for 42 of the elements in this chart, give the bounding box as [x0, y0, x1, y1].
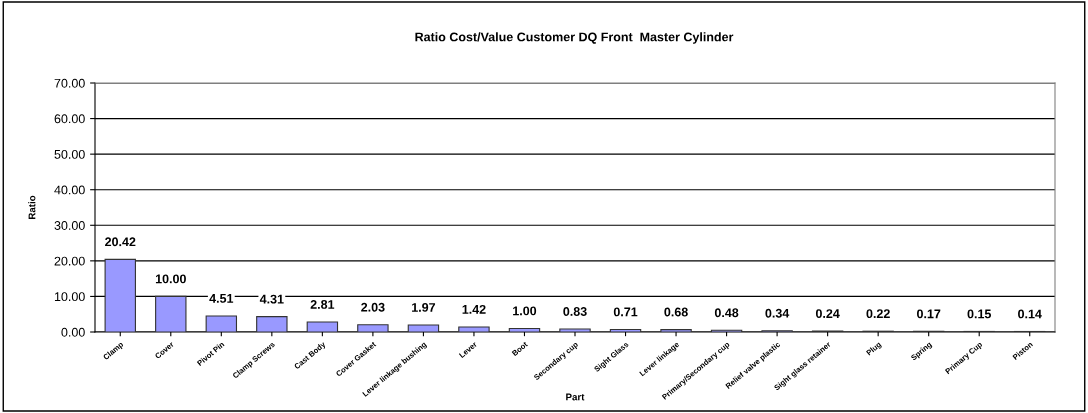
y-tick-label: 20.00 — [54, 256, 85, 266]
y-tick-label: 60.00 — [54, 114, 85, 124]
data-label: 0.68 — [664, 307, 688, 317]
data-label: 0.34 — [765, 308, 790, 318]
data-label: 0.24 — [815, 309, 840, 318]
bar — [256, 316, 288, 332]
data-label: 4.51 — [209, 294, 234, 303]
bar — [104, 258, 136, 332]
data-label: 4.31 — [259, 294, 284, 304]
bar — [357, 324, 389, 332]
bar — [155, 295, 187, 332]
y-axis-title: Ratio — [28, 195, 36, 219]
data-label: 1.97 — [412, 303, 436, 312]
bar — [609, 328, 642, 332]
y-tick-label: 10.00 — [54, 292, 85, 302]
bar — [306, 321, 339, 332]
data-label: 1.42 — [462, 304, 486, 314]
y-tick-label: 40.00 — [54, 185, 85, 195]
x-axis-title: Part — [566, 393, 585, 401]
data-label: 0.48 — [714, 308, 739, 318]
y-tick-label: 30.00 — [54, 221, 85, 230]
data-label: 2.81 — [310, 300, 335, 309]
data-label: 0.15 — [967, 309, 992, 319]
bar — [660, 329, 692, 332]
data-label: 2.03 — [361, 302, 385, 312]
y-tick-label: 50.00 — [54, 149, 85, 159]
data-label: 0.22 — [866, 309, 890, 319]
bar — [205, 315, 238, 332]
bar — [508, 327, 541, 332]
data-label: 1.00 — [513, 306, 537, 316]
chart-title: Ratio Cost/Value Customer DQ Front Master Cylinder — [415, 32, 734, 44]
y-tick-label: 70.00 — [54, 78, 85, 88]
bar — [559, 328, 591, 332]
data-label: 0.71 — [613, 307, 638, 317]
data-label: 20.42 — [105, 237, 136, 247]
data-label: 0.14 — [1018, 309, 1042, 319]
data-label: 0.83 — [563, 307, 587, 316]
bar — [458, 326, 490, 332]
bar — [407, 324, 440, 332]
data-label: 10.00 — [155, 274, 186, 284]
data-label: 0.17 — [917, 309, 941, 319]
y-tick-label: 0.00 — [61, 327, 85, 337]
